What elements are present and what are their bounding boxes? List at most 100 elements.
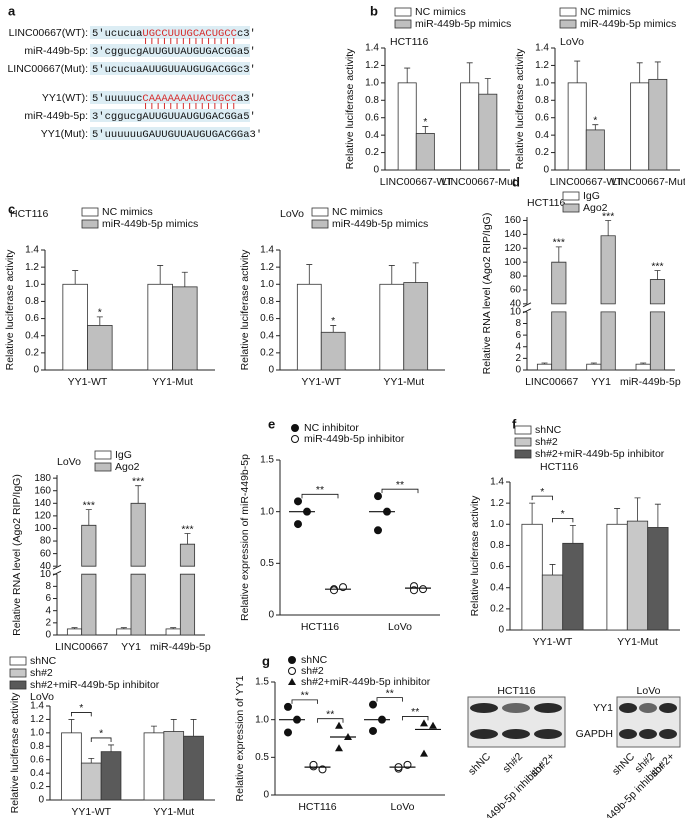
y-tick-label: 1.4 [25,245,39,256]
x-tick-label: HCT116 [301,621,339,633]
y-tick-label: 40 [510,299,522,310]
significance: * [98,307,102,319]
bar [586,363,602,371]
error-bar [592,124,599,130]
legend-label: IgG [583,190,600,202]
comparison-bracket [317,718,344,723]
panel-letter: c [8,201,15,216]
legend-swatch [394,7,412,17]
bar [630,82,650,171]
y-tick-label: 180 [34,473,51,484]
legend-label: sh#2+miR-449b-5p inhibitor [30,679,160,691]
bar [81,524,97,636]
y-tick-label: 0.4 [30,768,44,779]
chart: 0 0.2 0.4 0.6 0.8 1.0 1.2 1.4 Relative luciferas… [514,6,685,188]
error-bar [549,564,556,576]
comparison-label: * [79,702,83,714]
error-bar [388,265,395,285]
legend-label: miR-449b-5p mimics [332,218,428,230]
point [369,726,377,735]
blot-band [639,729,657,739]
y-tick-label: 1.5 [260,455,274,466]
y-tick-label: 140 [34,498,51,509]
point [330,586,338,595]
chart: 0 0.2 0.4 0.6 0.8 1.0 1.2 1.4 Relative luciferas… [9,655,215,818]
y-tick-label: 1.0 [255,714,269,725]
error-bar [614,508,621,525]
sequence-label: miR-449b-5p: [24,110,88,122]
y-tick-label: 6 [515,330,521,341]
y-axis-label: Relative expression of miR-449b-5p [239,454,251,621]
x-tick-label: miR-449b-5p [620,376,681,388]
error-bar [135,485,142,504]
bar [379,283,405,371]
chart-label: HCT116 [540,461,578,473]
sequence-background [90,44,250,57]
legend-swatch [559,19,577,29]
significance: * [331,315,335,327]
sequence-background [90,26,250,39]
blot-title: HCT116 [497,685,535,697]
x-tick-label: LoVo [391,801,415,813]
y-tick-label: 1.4 [30,701,44,712]
bar [80,762,102,801]
significance: *** [651,260,663,272]
sequence-background [90,127,250,140]
bar [536,363,553,371]
chart-label: LoVo [280,208,304,220]
panel-letter: a [8,3,16,18]
y-tick-label: 120 [504,243,521,254]
error-bar [85,509,92,526]
sequence-segment: 5'uuuuuuGAUUGUUAUGUGACGGa3' [92,129,262,141]
error-bar [120,627,127,629]
y-axis-label: Relative luciferase activity [239,249,251,371]
bar [66,628,83,636]
y-axis-label: Relative luciferase activity [469,495,481,617]
error-bar [88,757,95,764]
y-tick-label: 1.2 [260,262,274,273]
blot-band [470,729,498,739]
error-bar [605,220,612,236]
sequence-label: YY1(WT): [42,92,88,104]
y-tick-label: 0 [543,165,549,176]
chart-label: HCT116 [527,197,565,209]
y-tick-label: 8 [45,581,51,592]
chart-label: HCT116 [10,208,48,220]
y-tick-label: 0.5 [260,558,274,569]
y-tick-label: 0.6 [535,112,549,123]
legend-swatch [514,449,532,459]
y-tick-label: 4 [45,605,51,616]
y-tick-label: 60 [40,548,52,559]
x-tick-label: LINC00667 [525,376,578,388]
y-tick-label: 1.0 [260,279,274,290]
significance: * [593,114,597,126]
x-tick-label: YY1-Mut [383,376,424,388]
y-tick-label: 1.4 [260,245,274,256]
blot-band [502,729,530,739]
point [294,497,302,506]
sequence-segment: 3'cggucgAUUGUUAUGUGACGGa5' [92,111,256,123]
bar [600,235,616,371]
legend-label: NC inhibitor [304,422,359,434]
sequence-background [90,62,250,75]
y-tick-label: 1.4 [490,477,504,488]
bar [648,78,668,171]
chart-label: HCT116 [390,36,428,48]
y-tick-label: 100 [34,523,51,534]
error-bar [72,270,79,285]
y-tick-label: 0.4 [260,330,274,341]
legend-label: miR-449b-5p inhibitor [304,433,405,445]
y-tick-label: 0 [498,625,504,636]
sequence-segment: 5'ucucua [92,28,142,40]
y-tick-label: 1.0 [535,77,549,88]
error-bar [150,725,157,733]
legend-label: IgG [115,449,132,461]
legend-swatch [562,203,580,213]
legend-swatch [559,7,577,17]
legend-swatch [311,207,329,217]
bar [478,93,498,171]
sequence: 3'cggucgAUUGUUAUGUGACGGa5' [92,111,256,123]
bar [647,527,669,631]
sequence-segment: a3' [237,93,256,105]
bar [61,732,82,801]
